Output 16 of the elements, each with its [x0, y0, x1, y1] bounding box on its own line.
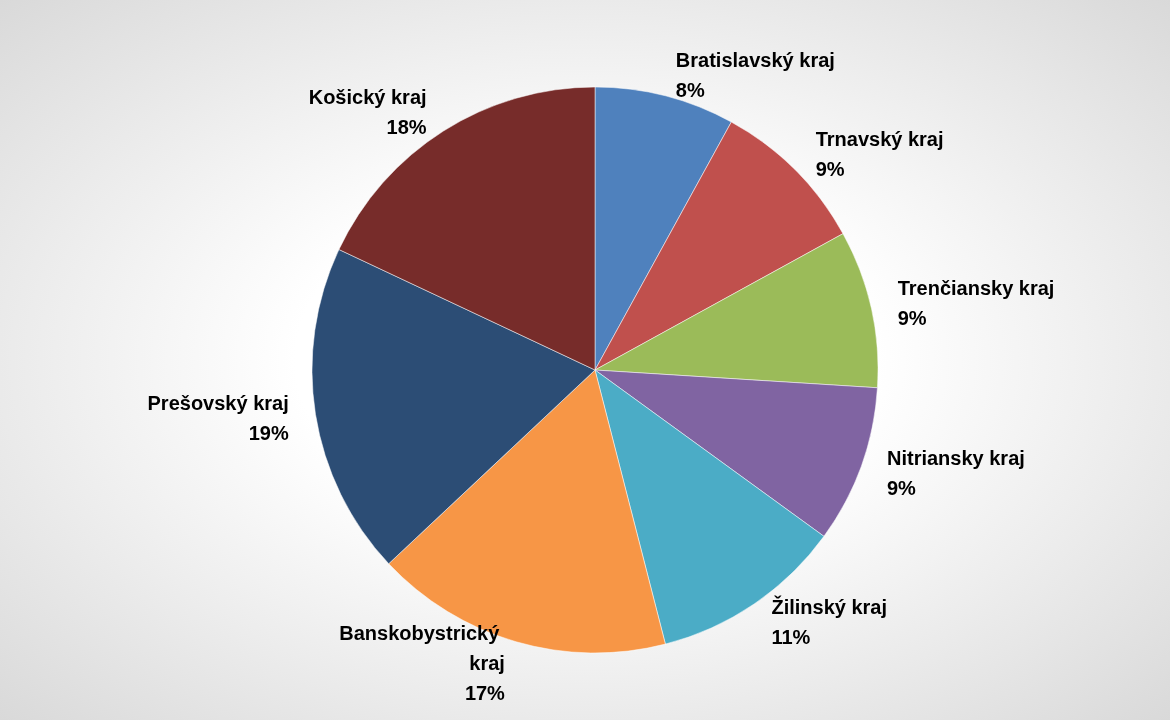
- slice-label: Trnavský kraj: [815, 128, 944, 151]
- data-label: 17%: [464, 681, 506, 704]
- data-label: 19%: [248, 421, 289, 444]
- data-label: 18%: [386, 116, 427, 139]
- slice-label: Žilinský kraj: [771, 595, 888, 619]
- slice-label: Banskobystrický kraj: [339, 621, 505, 674]
- slice-label: Prešovský kraj: [147, 391, 289, 414]
- data-label: 9%: [897, 307, 927, 330]
- data-label: 9%: [815, 158, 845, 181]
- slice-label: Nitriansky kraj: [886, 447, 1025, 470]
- data-label: 11%: [771, 626, 811, 649]
- data-label: 9%: [886, 477, 917, 500]
- data-label: 8%: [675, 78, 705, 101]
- slice-label: Trenčiansky kraj: [897, 277, 1055, 300]
- slice-label: Bratislavský kraj: [675, 48, 835, 71]
- slice-label: Košický kraj: [308, 86, 427, 109]
